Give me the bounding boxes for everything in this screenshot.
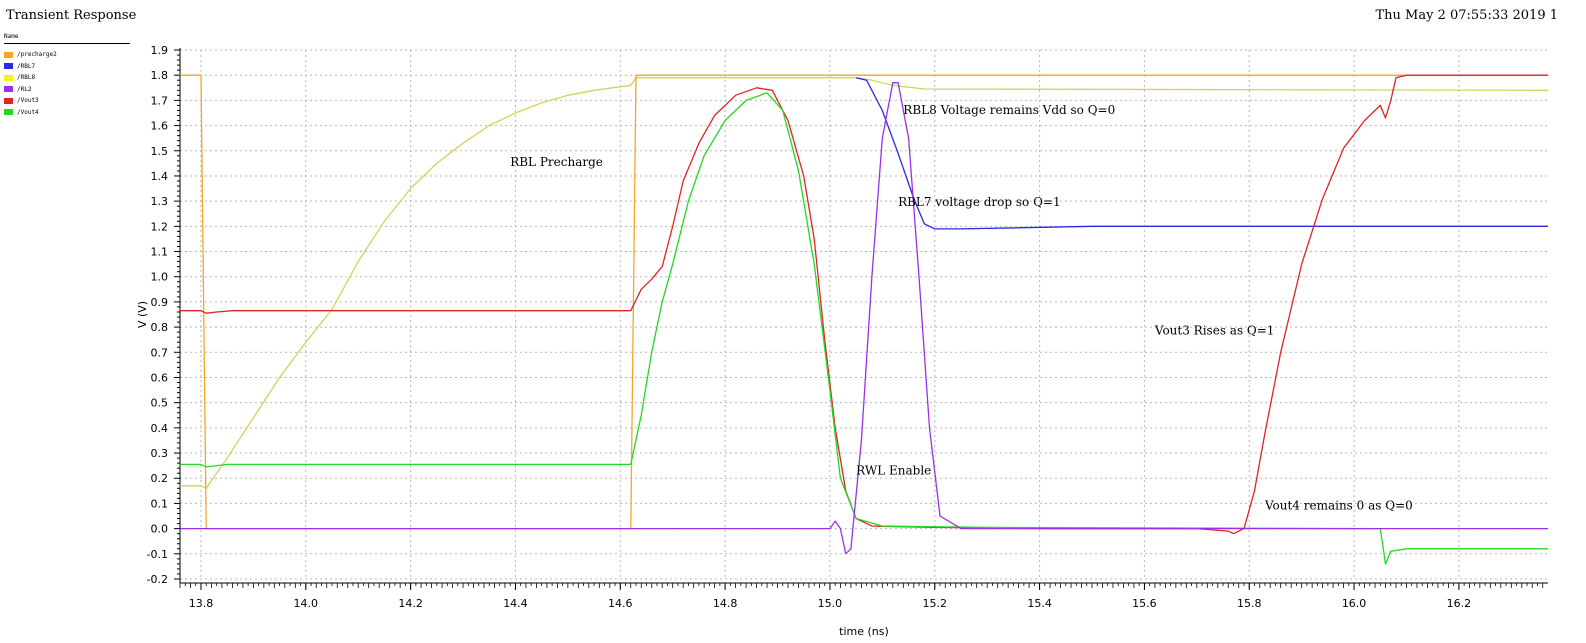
legend-label: /precharge2 xyxy=(17,51,57,59)
y-tick-label: 0.5 xyxy=(151,397,169,410)
series-line xyxy=(180,77,1549,489)
legend: Name /precharge2/RBL7/RBL8/RL2/Vout3/Vou… xyxy=(4,33,130,118)
x-tick-label: 14.8 xyxy=(713,597,738,610)
annotation: RWL Enable xyxy=(856,463,931,477)
annotation: RBL7 voltage drop so Q=1 xyxy=(898,195,1061,209)
series-line xyxy=(855,77,1548,230)
y-tick-label: 1.5 xyxy=(151,145,169,158)
legend-item[interactable]: /precharge2 xyxy=(4,49,130,61)
x-tick-label: 15.8 xyxy=(1237,597,1262,610)
y-tick-label: 0.3 xyxy=(151,447,169,460)
legend-swatch xyxy=(4,51,13,58)
legend-swatch xyxy=(4,109,13,116)
x-tick-label: 14.4 xyxy=(503,597,528,610)
legend-header: Name xyxy=(4,33,130,44)
y-tick-label: 0.8 xyxy=(151,321,169,334)
y-tick-label: 0.1 xyxy=(151,497,169,510)
annotation: Vout4 remains 0 as Q=0 xyxy=(1264,499,1413,513)
legend-item[interactable]: /Vout3 xyxy=(4,95,130,107)
y-tick-label: 1.3 xyxy=(151,195,169,208)
legend-label: /RL2 xyxy=(17,85,32,93)
annotation: Vout3 Rises as Q=1 xyxy=(1154,324,1275,338)
series-line xyxy=(180,92,1548,565)
legend-label: /Vout3 xyxy=(17,97,39,105)
series xyxy=(180,74,1549,565)
y-tick-label: 0.2 xyxy=(151,472,169,485)
annotations: RBL8 Voltage remains Vdd so Q=0 RBL Prech… xyxy=(510,103,1413,512)
legend-label: /RBL8 xyxy=(17,74,36,82)
x-tick-label: 15.0 xyxy=(818,597,843,610)
legend-swatch xyxy=(4,86,13,93)
y-tick-label: 1.6 xyxy=(151,120,169,133)
y-tick-label: 0.0 xyxy=(151,523,169,536)
axes xyxy=(174,48,1548,590)
legend-items: /precharge2/RBL7/RBL8/RL2/Vout3/Vout4 xyxy=(4,49,130,118)
y-tick-label: 1.4 xyxy=(151,170,169,183)
legend-swatch xyxy=(4,97,13,104)
y-axis-title: V (V) xyxy=(136,301,149,328)
x-tick-label: 16.0 xyxy=(1342,597,1367,610)
timestamp: Thu May 2 07:55:33 2019 1 xyxy=(1375,8,1559,23)
legend-label: /Vout4 xyxy=(17,108,39,116)
y-tick-label: 1.7 xyxy=(151,94,169,107)
legend-item[interactable]: /RBL7 xyxy=(4,61,130,73)
x-tick-label: 15.4 xyxy=(1027,597,1052,610)
y-tick-label: 1.1 xyxy=(151,246,169,259)
legend-item[interactable]: /RL2 xyxy=(4,84,130,96)
annotation: RBL Precharge xyxy=(510,155,603,169)
y-tick-label: 0.9 xyxy=(151,296,169,309)
y-tick-label: 1.0 xyxy=(151,271,169,284)
y-tick-label: 1.2 xyxy=(151,220,169,233)
x-tick-label: 14.2 xyxy=(398,597,423,610)
legend-swatch xyxy=(4,63,13,70)
y-tick-label: 1.9 xyxy=(151,44,169,57)
series-line xyxy=(180,82,1548,555)
y-tick-label: 1.8 xyxy=(151,69,169,82)
legend-label: /RBL7 xyxy=(17,62,36,70)
legend-item[interactable]: /RBL8 xyxy=(4,72,130,84)
x-tick-label: 13.8 xyxy=(189,597,214,610)
x-axis-title: time (ns) xyxy=(839,625,889,638)
x-tick-label: 16.2 xyxy=(1447,597,1472,610)
x-tick-label: 14.6 xyxy=(608,597,633,610)
y-tick-label: -0.1 xyxy=(147,548,168,561)
legend-swatch xyxy=(4,74,13,81)
y-tick-label: 0.4 xyxy=(151,422,169,435)
legend-item[interactable]: /Vout4 xyxy=(4,107,130,119)
window-title: Transient Response xyxy=(6,8,137,23)
x-tick-label: 14.0 xyxy=(294,597,319,610)
y-tick-label: 0.6 xyxy=(151,371,169,384)
y-tick-label: -0.2 xyxy=(147,573,168,586)
axis-labels: -0.2 -0.1 0.0 0.1 0.2 0.3 0.4 0.5 0.6 0.7 0.8 0.9 1.… xyxy=(136,44,1471,638)
x-tick-label: 15.6 xyxy=(1132,597,1157,610)
annotation: RBL8 Voltage remains Vdd so Q=0 xyxy=(903,103,1115,117)
y-tick-label: 0.7 xyxy=(151,346,169,359)
x-tick-label: 15.2 xyxy=(923,597,948,610)
